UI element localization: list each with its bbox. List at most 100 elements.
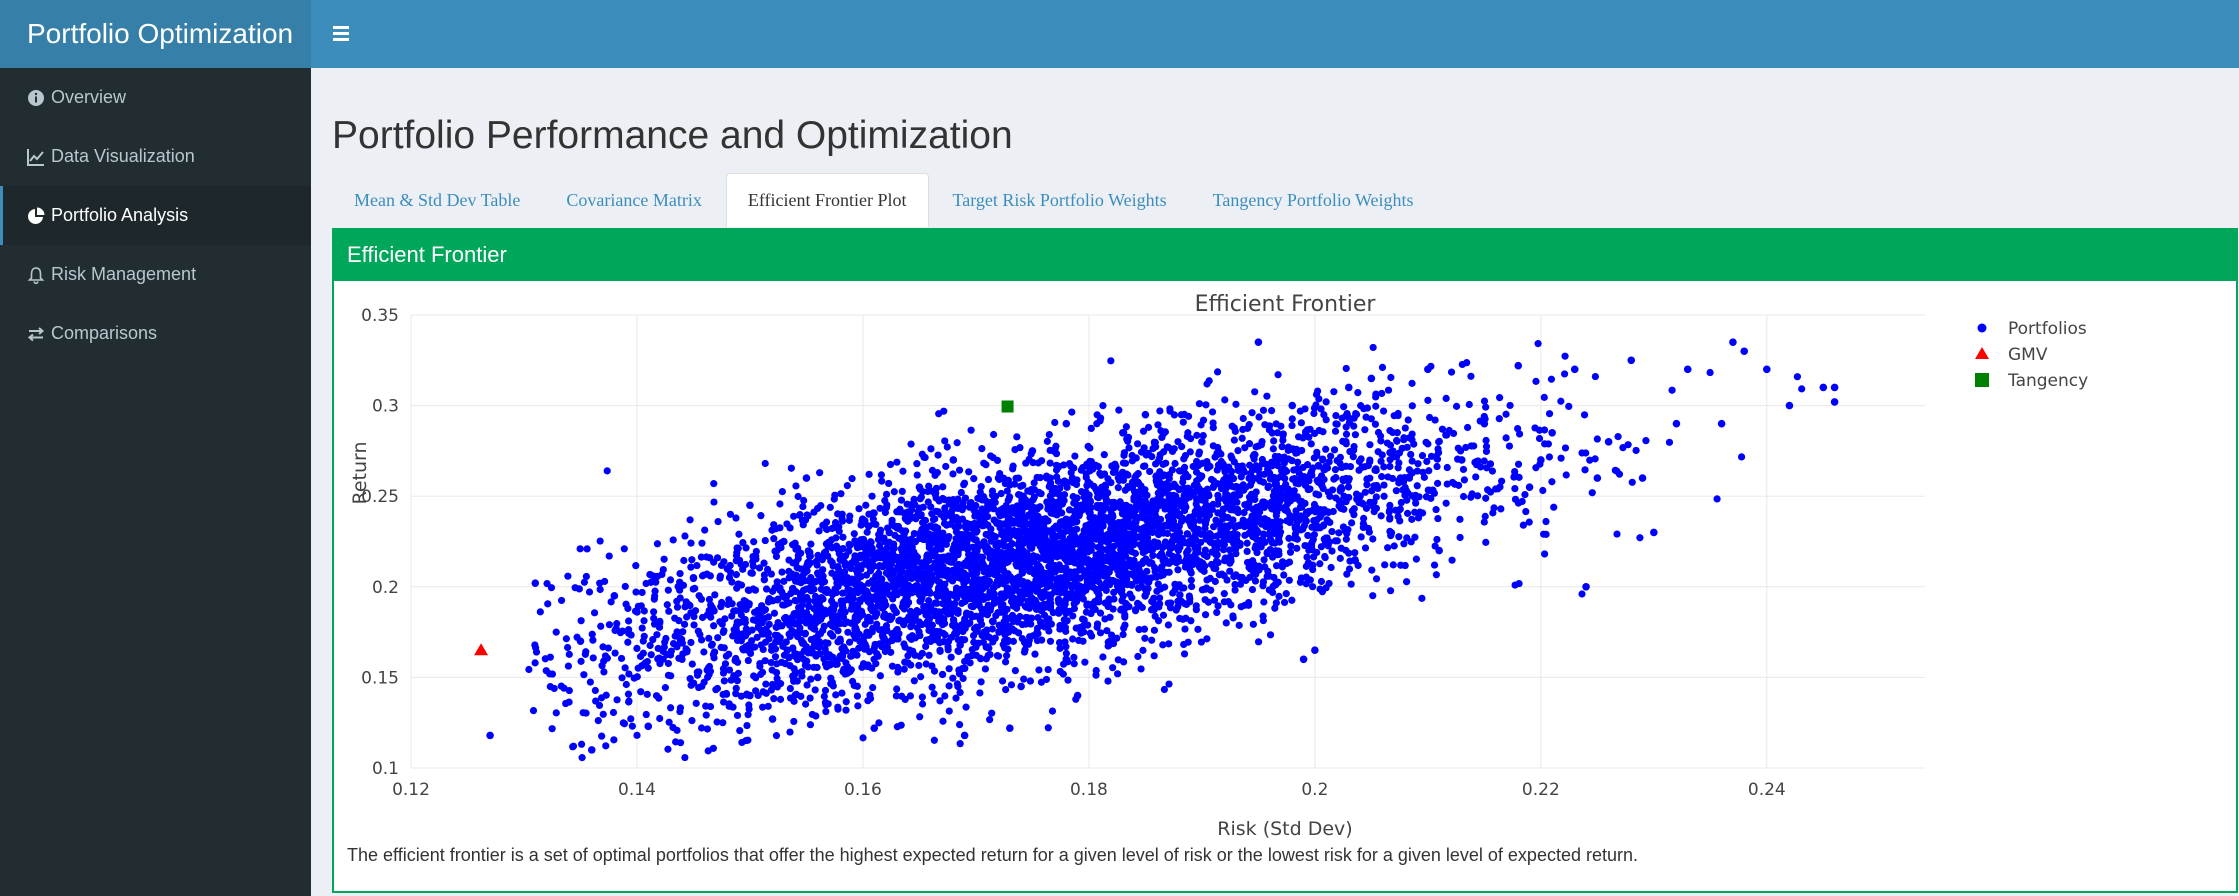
- cloud-point: [607, 598, 615, 606]
- cloud-point: [1562, 471, 1570, 479]
- cloud-point: [1483, 464, 1491, 472]
- tab-mean-std-dev-table[interactable]: Mean & Std Dev Table: [354, 190, 521, 210]
- cloud-point: [1369, 343, 1377, 352]
- sidebar-item-overview[interactable]: Overview: [0, 68, 311, 127]
- cloud-point: [1001, 658, 1010, 666]
- cloud-point: [1004, 645, 1012, 653]
- cloud-point: [646, 641, 654, 650]
- cloud-point: [936, 540, 945, 548]
- sidebar-item-portfolio-analysis[interactable]: Portfolio Analysis: [0, 186, 311, 245]
- cloud-point: [599, 710, 607, 718]
- cloud-point: [941, 508, 949, 516]
- cloud-point: [797, 549, 805, 557]
- cloud-point: [1147, 559, 1155, 567]
- cloud-point: [686, 516, 694, 524]
- cloud-point: [694, 627, 702, 635]
- cloud-point: [1065, 551, 1073, 559]
- cloud-point: [577, 617, 585, 625]
- cloud-point: [1158, 544, 1167, 552]
- sidebar-item-comparisons[interactable]: Comparisons: [0, 304, 311, 363]
- cloud-point: [1357, 533, 1365, 541]
- cloud-point: [1226, 567, 1234, 575]
- cloud-point: [853, 682, 861, 690]
- tab-target-risk-portfolio-weights[interactable]: Target Risk Portfolio Weights: [952, 190, 1167, 210]
- cloud-point: [1272, 420, 1280, 428]
- cloud-point: [939, 638, 948, 646]
- tab-efficient-frontier-plot[interactable]: Efficient Frontier Plot: [725, 173, 929, 227]
- cloud-point: [1392, 487, 1400, 495]
- cloud-point: [721, 660, 730, 668]
- cloud-point: [1505, 442, 1514, 450]
- cloud-point: [1343, 570, 1351, 578]
- sidebar-toggle-icon[interactable]: [331, 20, 351, 46]
- efficient-frontier-chart[interactable]: 0.12 0.14 0.16 0.18 0.2 0.22 0.240.10.150.20.2…: [334, 281, 2236, 841]
- cloud-point: [1221, 396, 1229, 404]
- cloud-point: [1304, 542, 1313, 550]
- cloud-point: [1077, 628, 1085, 636]
- cloud-point: [1593, 435, 1601, 443]
- cloud-point: [992, 541, 1000, 550]
- exchange-icon: [27, 324, 49, 344]
- cloud-point: [1214, 602, 1222, 610]
- cloud-point: [676, 639, 684, 647]
- cloud-point: [1035, 489, 1043, 497]
- sidebar-item-data-visualization[interactable]: Data Visualization: [0, 127, 311, 186]
- cloud-point: [713, 554, 722, 562]
- app-title[interactable]: Portfolio Optimization: [0, 0, 311, 68]
- cloud-point: [1312, 390, 1321, 399]
- cloud-point: [1260, 598, 1268, 606]
- cloud-point: [1143, 508, 1151, 516]
- cloud-point: [1236, 539, 1244, 548]
- cloud-point: [1114, 670, 1122, 678]
- cloud-point: [787, 464, 795, 472]
- cloud-point: [1153, 587, 1161, 595]
- cloud-point: [1548, 478, 1556, 486]
- cloud-point: [1161, 583, 1169, 591]
- cloud-point: [1229, 474, 1238, 483]
- cloud-point: [937, 581, 946, 590]
- cloud-point: [1002, 652, 1011, 660]
- cloud-point: [625, 670, 633, 678]
- cloud-point: [1149, 605, 1157, 613]
- cloud-point: [893, 458, 901, 466]
- cloud-point: [1463, 423, 1472, 432]
- cloud-point: [954, 606, 962, 615]
- cloud-point: [913, 581, 921, 590]
- cloud-point: [1560, 370, 1569, 378]
- cloud-point: [1371, 466, 1379, 474]
- cloud-point: [1140, 625, 1149, 633]
- cloud-point: [1480, 412, 1488, 421]
- cloud-point: [978, 444, 986, 453]
- cloud-point: [1321, 552, 1329, 561]
- cloud-point: [961, 615, 969, 623]
- tab-covariance-matrix[interactable]: Covariance Matrix: [566, 190, 702, 210]
- cloud-point: [1460, 476, 1468, 484]
- cloud-point: [597, 622, 605, 630]
- sidebar-item-risk-management[interactable]: Risk Management: [0, 245, 311, 304]
- cloud-point: [1293, 458, 1302, 466]
- cloud-point: [582, 572, 590, 581]
- cloud-point: [1246, 461, 1254, 469]
- cloud-point: [1067, 468, 1075, 477]
- cloud-point: [1378, 389, 1386, 398]
- cloud-point: [598, 662, 606, 670]
- cloud-point: [1240, 486, 1248, 494]
- cloud-point: [1232, 400, 1240, 408]
- cloud-point: [1390, 453, 1398, 461]
- cloud-point: [1071, 559, 1079, 567]
- cloud-point: [1425, 467, 1433, 475]
- cloud-point: [958, 599, 966, 607]
- tab-tangency-portfolio-weights[interactable]: Tangency Portfolio Weights: [1212, 190, 1414, 210]
- sidebar-item-label: Overview: [51, 87, 127, 107]
- cloud-point: [821, 587, 829, 595]
- cloud-point: [1265, 586, 1273, 594]
- cloud-point: [1482, 494, 1490, 502]
- cloud-point: [1619, 444, 1627, 452]
- cloud-point: [1472, 461, 1481, 469]
- cloud-point: [1060, 461, 1068, 469]
- cloud-point: [1011, 666, 1019, 675]
- cloud-point: [542, 667, 550, 675]
- cloud-point: [1338, 414, 1346, 422]
- cloud-point: [1225, 546, 1234, 554]
- cloud-point: [839, 533, 847, 541]
